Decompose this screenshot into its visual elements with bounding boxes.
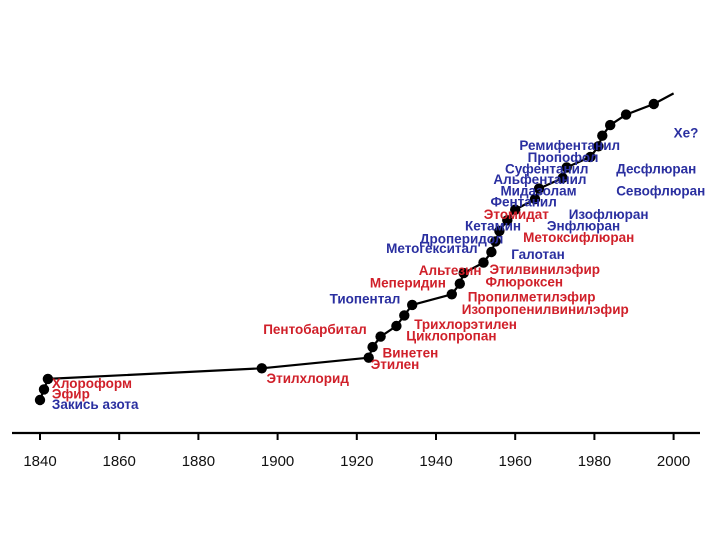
data-point bbox=[38, 384, 50, 395]
drug-label: Кетамин bbox=[465, 219, 521, 234]
drug-label: Трихлорэтилен bbox=[414, 317, 517, 332]
data-point bbox=[367, 341, 378, 353]
data-point bbox=[363, 352, 374, 363]
data-point bbox=[529, 193, 541, 205]
data-point bbox=[399, 310, 410, 321]
data-point bbox=[454, 278, 465, 289]
data-point bbox=[478, 257, 489, 268]
drug-label: Альтезин bbox=[419, 263, 482, 278]
drug-label: Циклопропан bbox=[406, 329, 496, 344]
drug-label: Суфентанил bbox=[505, 162, 589, 177]
data-point bbox=[458, 267, 469, 279]
x-tick-label: 1900 bbox=[261, 453, 294, 470]
drug-label: Тиопентал bbox=[330, 292, 401, 307]
drug-label: Этомидат bbox=[484, 207, 549, 222]
data-point bbox=[605, 119, 616, 131]
x-tick-label: 1940 bbox=[419, 453, 452, 470]
x-axis: 1840 1860 1880 1900 1920 1940 1960 1980 2000 bbox=[12, 431, 700, 470]
drug-label: Фентанил bbox=[490, 194, 556, 209]
drug-label: Мидазолам bbox=[500, 184, 576, 199]
drug-label: Изофлюран bbox=[569, 207, 649, 222]
drug-label: Метогекситал bbox=[386, 241, 477, 256]
drug-label: Хлороформ bbox=[52, 376, 132, 391]
data-point bbox=[446, 289, 457, 300]
drug-label: Этилен bbox=[371, 357, 420, 372]
data-point bbox=[510, 204, 521, 215]
x-tick-label: 1840 bbox=[23, 453, 56, 470]
drug-label: Пропофол bbox=[528, 150, 599, 165]
drug-label: Меперидин bbox=[370, 276, 446, 291]
data-point bbox=[375, 331, 386, 342]
drug-label: Этилхлорид bbox=[267, 371, 350, 386]
drug-label: Закись азота bbox=[52, 397, 139, 412]
data-point bbox=[533, 183, 545, 194]
drug-label: Метоксифлюран bbox=[523, 230, 634, 245]
drug-label: Эфир bbox=[52, 387, 90, 402]
drug-label: Альфентанил bbox=[493, 172, 586, 187]
data-point bbox=[502, 215, 513, 226]
data-point bbox=[648, 98, 659, 110]
data-point bbox=[593, 141, 604, 152]
drug-label: Xe? bbox=[674, 126, 699, 141]
data-point bbox=[620, 109, 632, 120]
data-point bbox=[490, 236, 501, 247]
drug-label: Галотан bbox=[511, 247, 565, 262]
drug-label: Дроперидол bbox=[420, 231, 503, 246]
drug-label: Десфлюран bbox=[616, 162, 696, 177]
data-point bbox=[391, 320, 402, 332]
x-tick-label: 1860 bbox=[103, 453, 136, 470]
drug-label: Винетен bbox=[383, 345, 439, 360]
data-point bbox=[34, 394, 46, 406]
drug-label: Пентобарбитал bbox=[263, 322, 366, 337]
data-point bbox=[407, 299, 418, 311]
x-tick-label: 1980 bbox=[578, 453, 611, 470]
x-tick-label: 1880 bbox=[182, 453, 215, 470]
data-point bbox=[256, 363, 267, 374]
data-point bbox=[561, 162, 572, 173]
data-point bbox=[585, 151, 596, 163]
drug-label: Ремифентанил bbox=[519, 138, 620, 153]
drug-label: Этилвинилэфир bbox=[490, 262, 601, 277]
drug-label: Энфлюран bbox=[547, 219, 620, 234]
x-tick-label: 2000 bbox=[657, 453, 690, 470]
x-tick-label: 1960 bbox=[499, 453, 532, 470]
data-point bbox=[494, 225, 505, 237]
data-point bbox=[597, 130, 608, 141]
data-point bbox=[557, 172, 568, 184]
data-point bbox=[486, 246, 497, 258]
drug-label: Изопропенилвинилэфир bbox=[462, 302, 629, 317]
data-points bbox=[34, 98, 659, 406]
drug-label: Флюроксен bbox=[486, 275, 564, 290]
data-point bbox=[42, 373, 54, 385]
x-tick-label: 1920 bbox=[340, 453, 373, 470]
drug-label: Пропилметилэфир bbox=[468, 289, 596, 304]
drug-label: Севофлюран bbox=[616, 184, 705, 199]
